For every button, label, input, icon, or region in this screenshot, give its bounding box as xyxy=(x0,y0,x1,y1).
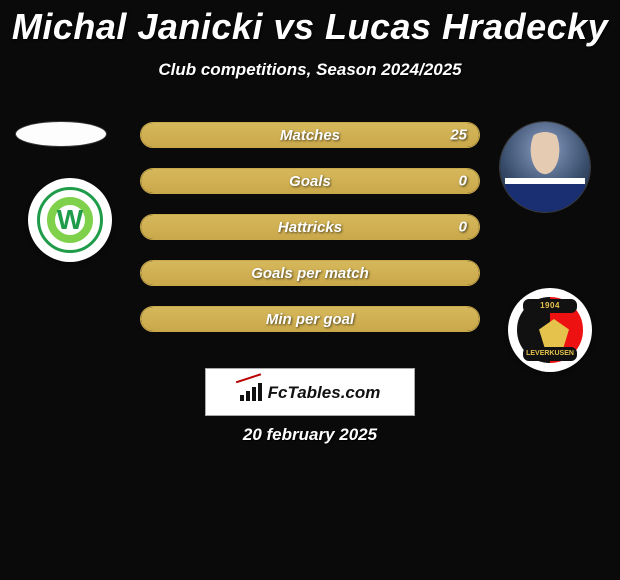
stats-list: Matches25Goals0Hattricks0Goals per match… xyxy=(140,122,480,332)
date-label: 20 february 2025 xyxy=(0,426,620,443)
leverkusen-name: LEVERKUSEN xyxy=(523,347,577,361)
fctables-chart-icon xyxy=(240,383,262,401)
player-left-photo xyxy=(16,122,106,146)
club-left-logo: W xyxy=(28,178,112,262)
stat-label: Goals per match xyxy=(141,265,479,282)
stat-label: Hattricks xyxy=(141,219,479,236)
stat-label: Min per goal xyxy=(141,311,479,328)
stat-row: Matches25 xyxy=(140,122,480,148)
page-title: Michal Janicki vs Lucas Hradecky xyxy=(0,0,620,48)
club-right-logo: 1904 LEVERKUSEN xyxy=(508,288,592,372)
leverkusen-year: 1904 xyxy=(523,299,577,313)
fctables-label: FcTables.com xyxy=(268,384,381,401)
stat-label: Matches xyxy=(141,127,479,144)
player-right-jersey xyxy=(505,178,585,212)
stat-label: Goals xyxy=(141,173,479,190)
stat-row: Goals0 xyxy=(140,168,480,194)
wolfsburg-logo: W xyxy=(37,187,103,253)
stat-value-right: 0 xyxy=(459,173,467,190)
subtitle: Club competitions, Season 2024/2025 xyxy=(0,60,620,80)
stat-row: Goals per match xyxy=(140,260,480,286)
stat-value-right: 0 xyxy=(459,219,467,236)
leverkusen-lion-icon xyxy=(539,319,569,349)
fctables-branding[interactable]: FcTables.com xyxy=(205,368,415,416)
leverkusen-logo: 1904 LEVERKUSEN xyxy=(513,293,587,367)
stat-row: Hattricks0 xyxy=(140,214,480,240)
stat-row: Min per goal xyxy=(140,306,480,332)
player-right-photo xyxy=(500,122,590,212)
comparison-card: Michal Janicki vs Lucas Hradecky Club co… xyxy=(0,0,620,460)
stat-value-right: 25 xyxy=(450,127,467,144)
